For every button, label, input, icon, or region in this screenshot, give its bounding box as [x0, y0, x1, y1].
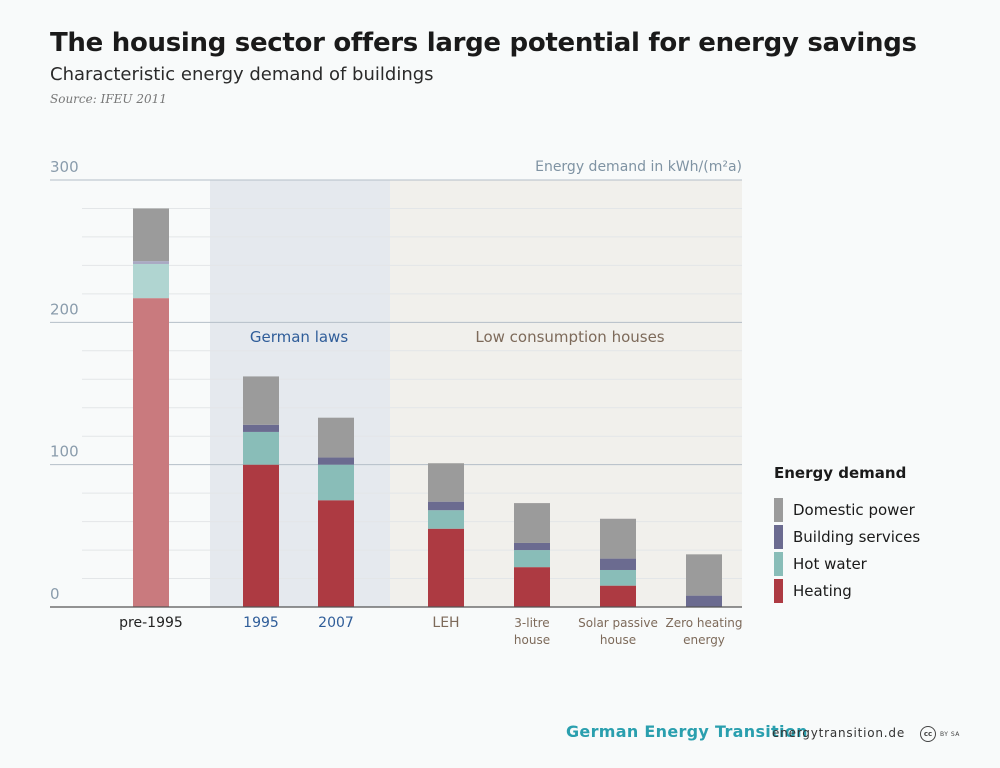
x-tick-label: Zero heating energy [665, 616, 742, 647]
region-label: German laws [250, 328, 348, 346]
y-tick-label: 300 [50, 158, 79, 176]
legend-item-heating: Heating [774, 577, 920, 604]
bar-chart: 0 100 200 300 Energy demand in kWh/(m²a) Germ… [50, 158, 743, 647]
bar-segment-hot-water [600, 569, 636, 586]
x-tick-label: pre-1995 [119, 615, 183, 631]
bar-segment-building-services [514, 542, 550, 551]
x-tick-label-line: Zero heating [665, 616, 742, 630]
bar-segment-heating [514, 567, 550, 607]
bar-segment-domestic-power [600, 518, 636, 559]
x-tick-label-line: 1995 [243, 615, 279, 631]
bar-segment-heating [133, 298, 169, 607]
bar-segment-heating [318, 500, 354, 607]
x-tick-label: Solar passive house [578, 616, 658, 647]
x-tick-label-line: house [600, 633, 636, 647]
x-tick-label-line: 2007 [318, 615, 354, 631]
website-link[interactable]: energytransition.de [772, 726, 905, 740]
legend-title: Energy demand [774, 464, 907, 482]
bar-segment-hot-water [243, 431, 279, 465]
legend: Energy demand Domestic power Building se… [774, 464, 920, 604]
x-tick-label: LEH [432, 615, 459, 631]
chart-title: The housing sector offers large potentia… [50, 28, 917, 58]
bar-segment-heating [428, 528, 464, 607]
legend-swatch [774, 551, 783, 576]
bar-segment-domestic-power [686, 554, 722, 596]
bar-segment-building-services [600, 558, 636, 570]
legend-item-building-services: Building services [774, 523, 920, 550]
x-tick-label: 1995 [243, 615, 279, 631]
legend-swatch [774, 578, 783, 603]
bar-segment-domestic-power [243, 376, 279, 425]
region-label: Low consumption houses [475, 328, 664, 346]
bar-segment-hot-water [318, 464, 354, 501]
source-note: Source: IFEU 2011 [50, 92, 167, 106]
bar-segment-hot-water [514, 550, 550, 568]
legend-label: Domestic power [793, 500, 915, 519]
bar-segment-building-services [318, 457, 354, 465]
x-tick-label: 3-litre house [514, 616, 550, 647]
y-tick-label: 200 [50, 300, 79, 318]
x-tick-label-line: house [514, 633, 550, 647]
license-text: BY SA [940, 730, 960, 738]
chart-subtitle: Characteristic energy demand of building… [50, 64, 434, 85]
x-tick-label: 2007 [318, 615, 354, 631]
bar-segment-hot-water [428, 510, 464, 529]
bar-segment-heating [600, 585, 636, 607]
x-tick-label-line: pre-1995 [119, 615, 183, 631]
bar-segment-domestic-power [318, 417, 354, 458]
x-tick-label-line: Solar passive [578, 616, 658, 630]
bar-segment-building-services [686, 595, 722, 607]
legend-label: Hot water [793, 554, 867, 573]
y-tick-label: 0 [50, 585, 60, 603]
y-axis-label: Energy demand in kWh/(m²a) [535, 159, 742, 175]
legend-label: Heating [793, 581, 852, 600]
bar-segment-domestic-power [133, 208, 169, 262]
y-tick-label: 100 [50, 443, 79, 461]
legend-swatch [774, 497, 783, 522]
brand-logo-text: German Energy Transition [566, 722, 808, 741]
bar-segment-hot-water [133, 263, 169, 299]
license-badge: cc BY SA [920, 726, 960, 742]
legend-item-hot-water: Hot water [774, 550, 920, 577]
bar-segment-heating [243, 464, 279, 607]
legend-label: Building services [793, 527, 921, 546]
x-tick-label-line: energy [683, 633, 725, 647]
x-tick-label-line: 3-litre [514, 616, 549, 630]
bar-segment-building-services [133, 261, 169, 264]
region-background [210, 180, 390, 607]
bar-segment-domestic-power [514, 503, 550, 543]
bar-segment-building-services [243, 424, 279, 432]
x-tick-label-line: LEH [432, 615, 459, 631]
bar-segment-domestic-power [428, 463, 464, 502]
bar-segment-building-services [428, 501, 464, 511]
legend-swatch [774, 524, 783, 549]
legend-item-domestic-power: Domestic power [774, 496, 920, 523]
cc-icon: cc [920, 726, 936, 742]
